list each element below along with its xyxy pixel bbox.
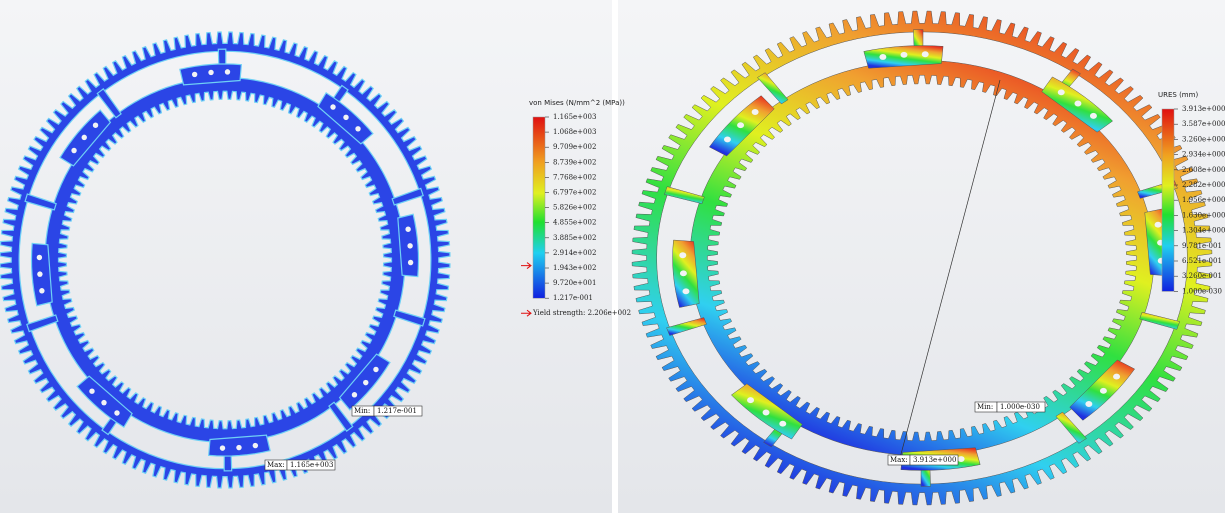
hole: [1058, 89, 1065, 95]
hole: [93, 122, 98, 127]
hole: [37, 271, 42, 276]
color-bar: [1162, 109, 1174, 291]
hole: [1090, 113, 1097, 119]
legend-label: 2.608e+000: [1182, 166, 1225, 174]
hole: [355, 126, 360, 131]
annotation-value: 1.165e+003: [290, 461, 333, 469]
hole: [225, 69, 230, 74]
hole: [114, 410, 119, 415]
legend-label: 9.709e+002: [553, 143, 596, 151]
hole: [101, 400, 106, 405]
legend-label: 1.943e+002: [553, 264, 596, 272]
hole: [879, 54, 886, 60]
hole: [253, 443, 258, 448]
yield-label: Yield strength: 2.206e+002: [532, 309, 631, 317]
hole: [343, 115, 348, 120]
legend-label: 7.768e+002: [553, 173, 596, 181]
hole: [236, 445, 241, 450]
hole: [958, 456, 965, 462]
annotation-value: 3.913e+000: [913, 456, 956, 464]
hole: [1100, 388, 1107, 394]
hole: [208, 70, 213, 75]
hole: [82, 135, 87, 140]
hole: [680, 270, 687, 276]
hole: [408, 260, 413, 265]
annotation-label: Min:: [977, 403, 993, 411]
legend-label: 1.068e+003: [553, 128, 596, 136]
legend-label: 1.165e+003: [553, 113, 596, 121]
annotation-value: 1.217e-001: [377, 407, 417, 415]
legend-label: 4.855e+002: [553, 219, 596, 227]
legend-label: 2.934e+000: [1182, 151, 1225, 159]
hole: [682, 288, 689, 294]
hole: [352, 392, 357, 397]
hole: [330, 104, 335, 109]
legend-label: 9.781e-001: [1182, 242, 1222, 250]
hole: [363, 380, 368, 385]
legend-title: URES (mm): [1158, 91, 1198, 99]
legend-label: 1.217e-001: [553, 294, 593, 302]
hole: [901, 52, 908, 58]
legend-label: 3.587e+000: [1182, 120, 1225, 128]
legend-label: 6.797e+002: [553, 189, 596, 197]
hole: [763, 410, 770, 416]
annotation-label: Min:: [354, 407, 370, 415]
hole: [724, 136, 731, 142]
legend-label: 3.260e-001: [1182, 272, 1222, 280]
hole: [405, 227, 410, 232]
hole: [779, 421, 786, 427]
hole: [752, 109, 759, 115]
hole: [747, 397, 754, 403]
hole: [37, 255, 42, 260]
hole: [89, 388, 94, 393]
hole: [922, 51, 929, 57]
legend-label: 9.720e+001: [553, 279, 596, 287]
hole: [1085, 401, 1092, 407]
hole: [192, 72, 197, 77]
legend-label: 3.885e+002: [553, 234, 596, 242]
color-bar: [533, 117, 545, 298]
annotation-label: Max:: [267, 461, 285, 469]
legend-label: 3.913e+000: [1182, 105, 1225, 113]
hole: [220, 445, 225, 450]
legend-label: 1.956e+000: [1182, 196, 1225, 204]
hole: [1074, 101, 1081, 107]
legend-label: 2.914e+002: [553, 249, 596, 257]
legend-label: 1.630e+000: [1182, 211, 1225, 219]
hole: [373, 367, 378, 372]
legend-label: 8.739e+002: [553, 158, 596, 166]
hole: [1113, 374, 1120, 380]
legend-label: 1.304e+000: [1182, 227, 1225, 235]
legend-label: 1.000e-030: [1182, 287, 1222, 295]
annotation-value: 1.000e-030: [1000, 403, 1040, 411]
hole: [39, 288, 44, 293]
legend-label: 2.282e+000: [1182, 181, 1225, 189]
hole: [679, 252, 686, 258]
legend-title: von Mises (N/mm^2 (MPa)): [529, 99, 625, 107]
panel-background: [618, 0, 1225, 513]
legend-label: 5.826e+002: [553, 204, 596, 212]
hole: [407, 243, 412, 248]
hole: [71, 148, 76, 153]
legend-label: 3.260e+000: [1182, 135, 1225, 143]
legend-label: 6.521e-001: [1182, 257, 1222, 265]
screenshot: von Mises (N/mm^2 (MPa)) 1.165e+003 1.068e…: [0, 0, 1225, 513]
hole: [1155, 222, 1162, 228]
hole: [737, 122, 744, 128]
annotation-label: Max:: [890, 456, 908, 464]
